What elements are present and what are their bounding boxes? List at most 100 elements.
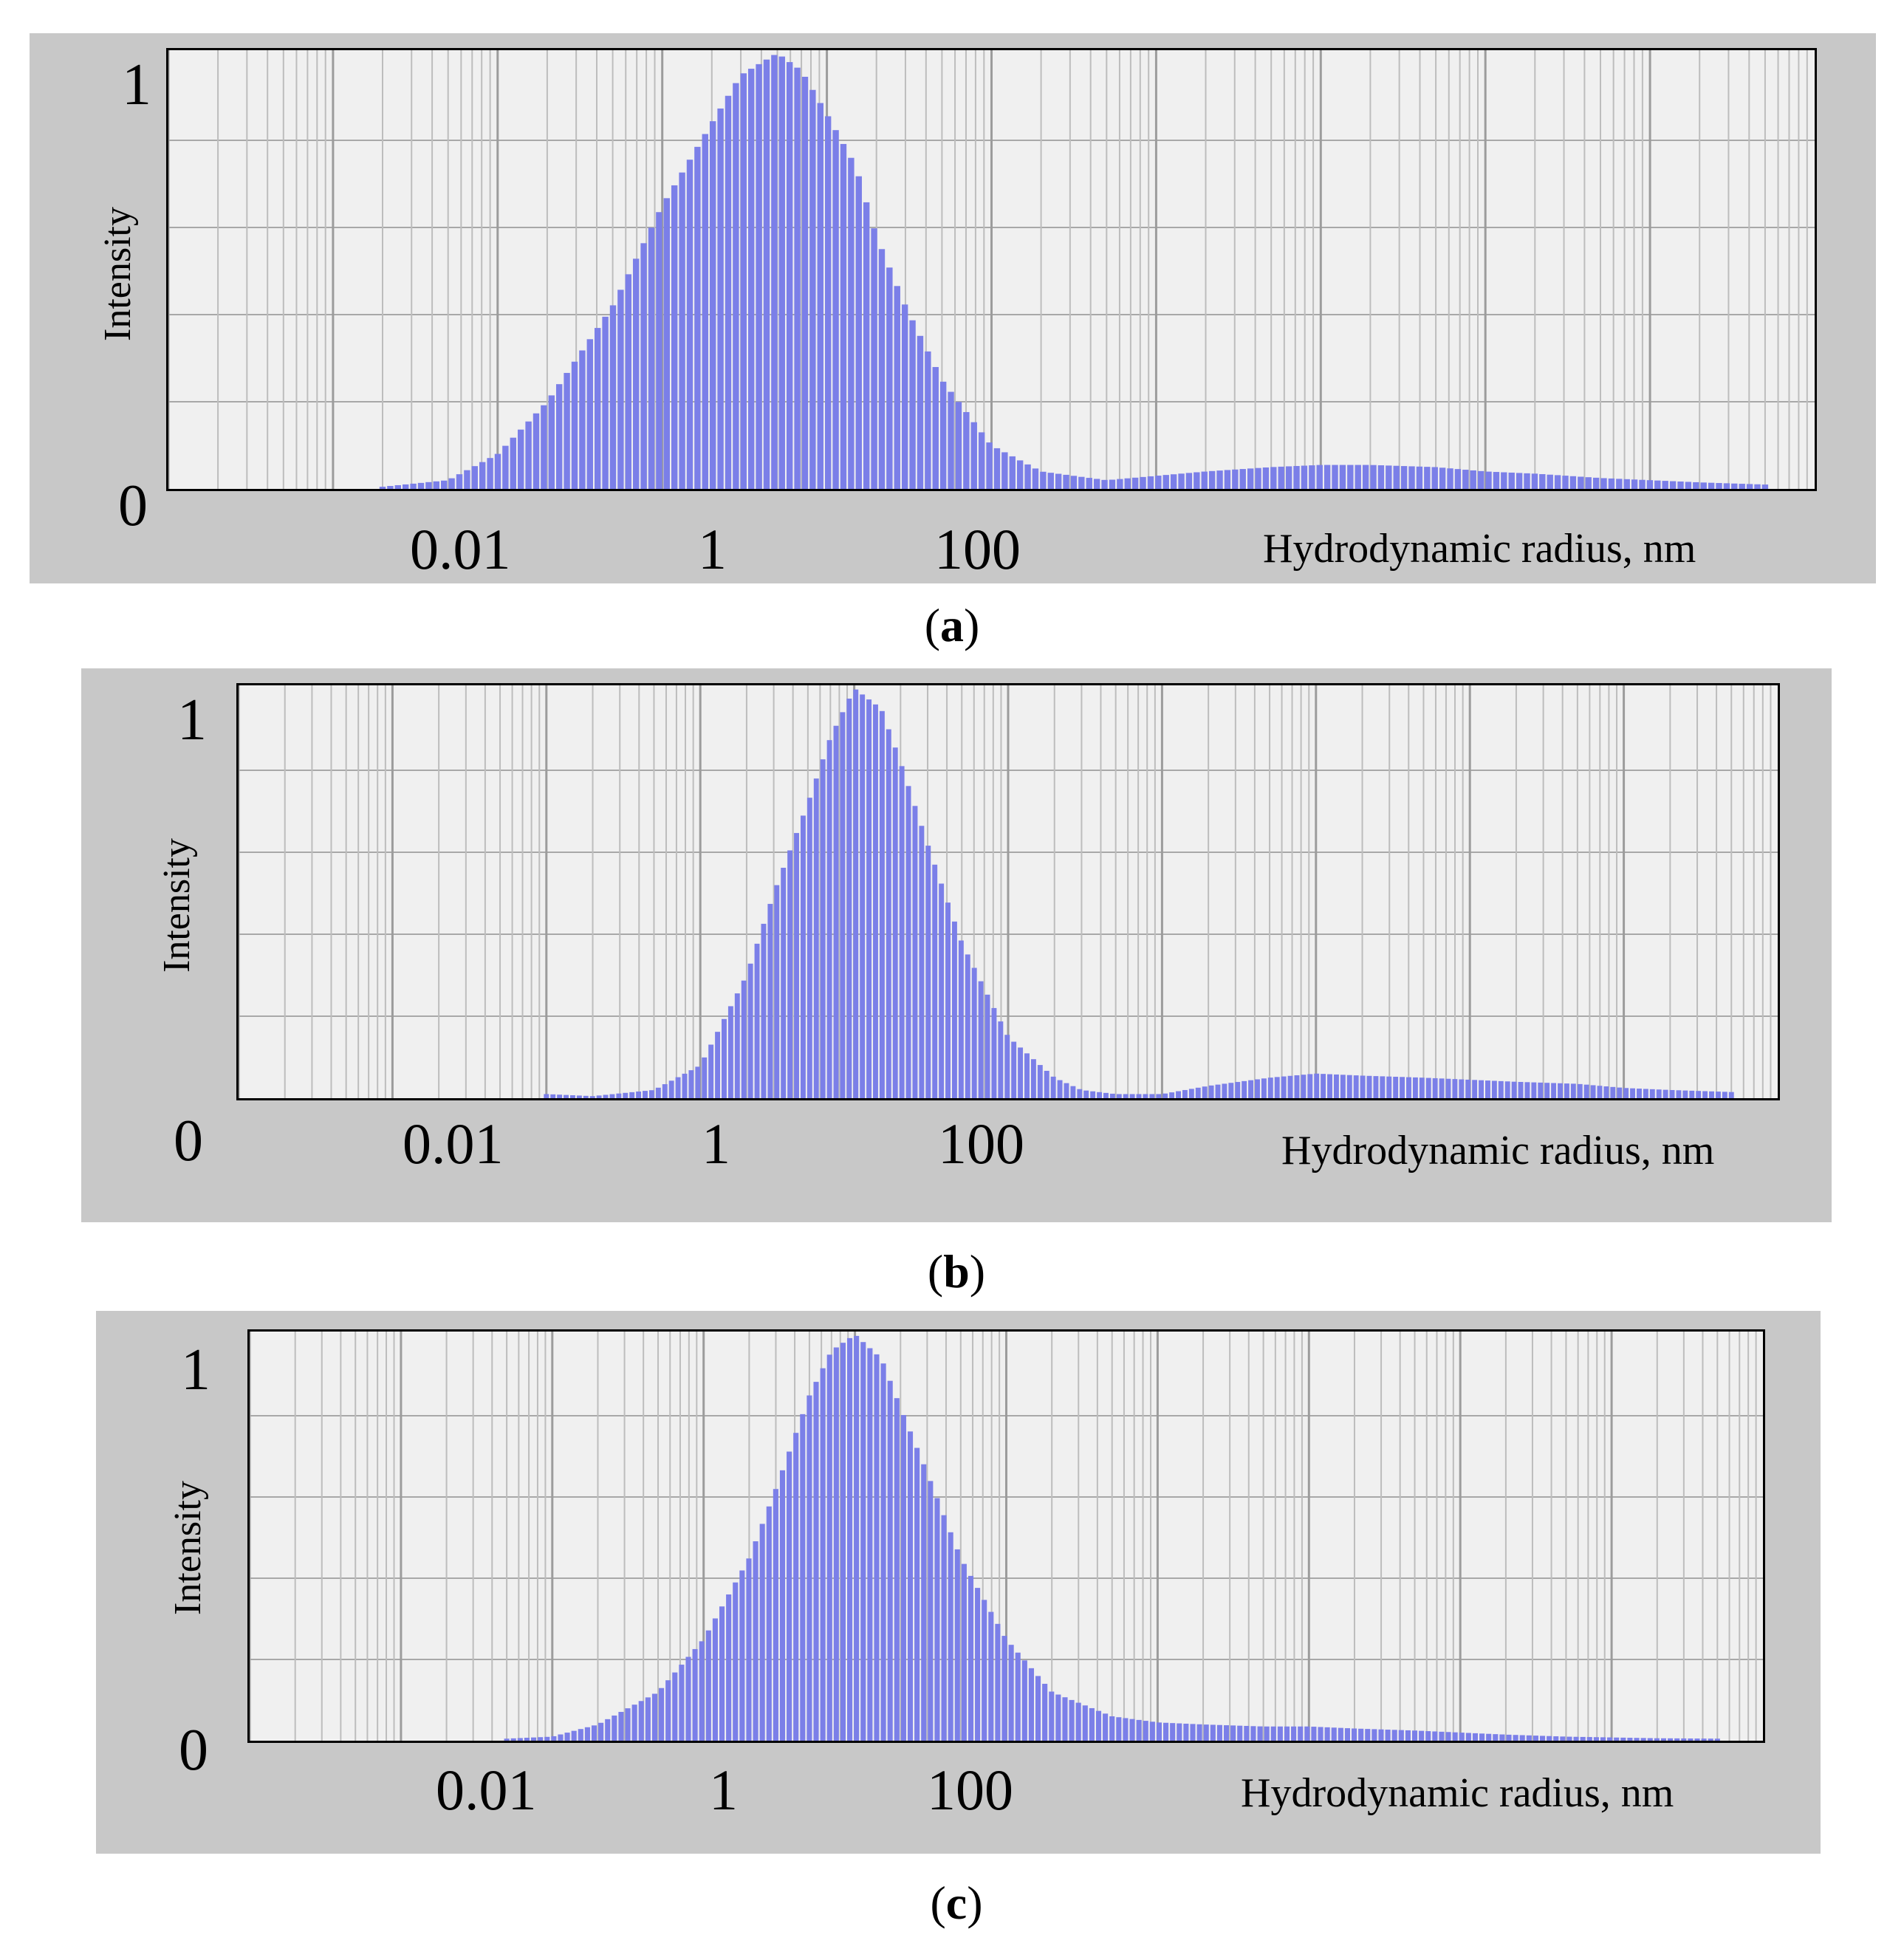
data-bar xyxy=(1347,465,1354,489)
data-bar xyxy=(1170,1723,1176,1741)
data-bar xyxy=(867,1348,873,1741)
data-bar xyxy=(1393,1076,1399,1098)
data-bar xyxy=(807,798,812,1098)
data-bar xyxy=(1585,477,1592,489)
data-bar xyxy=(854,1335,860,1741)
data-bar xyxy=(1016,460,1024,489)
data-bar xyxy=(1614,1737,1620,1741)
caption-c: (c) xyxy=(930,1877,983,1929)
data-bar xyxy=(699,1641,705,1741)
data-bar xyxy=(715,1032,721,1098)
x-axis-label: Hydrodynamic radius, nm xyxy=(1241,1770,1674,1816)
data-bar xyxy=(1662,481,1668,489)
data-bar xyxy=(1419,1730,1425,1741)
data-bar xyxy=(817,103,823,489)
data-bar xyxy=(1623,1088,1629,1098)
data-bar xyxy=(1170,474,1177,489)
data-bar xyxy=(914,1447,920,1741)
data-bar xyxy=(1156,1722,1162,1741)
data-bar xyxy=(655,1087,661,1098)
data-bar xyxy=(1318,1727,1323,1741)
data-bar xyxy=(1201,471,1208,489)
data-bar xyxy=(571,361,578,489)
data-bar xyxy=(1177,1723,1182,1741)
data-bar xyxy=(1702,1091,1708,1098)
chart-svg xyxy=(250,1332,1763,1741)
data-bar xyxy=(662,1084,668,1098)
data-bar xyxy=(631,1705,637,1741)
data-bar xyxy=(679,1665,685,1741)
data-bar xyxy=(1669,481,1677,489)
data-bar xyxy=(1024,464,1031,489)
data-bar xyxy=(1597,1086,1603,1098)
data-bar xyxy=(1015,1652,1021,1741)
data-bar xyxy=(1210,1724,1216,1741)
data-bar xyxy=(879,710,885,1098)
data-bar xyxy=(779,1470,786,1741)
data-bar xyxy=(1539,474,1546,489)
data-bar xyxy=(544,1094,549,1098)
data-bar xyxy=(925,351,931,489)
data-bar xyxy=(1247,468,1254,489)
data-bar xyxy=(402,484,409,489)
data-bar xyxy=(909,320,916,489)
y-tick-label: 0 xyxy=(118,473,148,538)
data-bar xyxy=(1149,1094,1155,1098)
data-bar xyxy=(753,1541,758,1741)
data-bar xyxy=(671,185,678,489)
data-bar xyxy=(598,1722,604,1741)
data-bar xyxy=(826,1354,832,1741)
data-bar xyxy=(1262,467,1270,489)
data-bar xyxy=(955,402,962,489)
data-bar xyxy=(1030,1059,1036,1098)
y-tick-label: 0 xyxy=(174,1109,203,1174)
data-bar xyxy=(532,413,540,489)
caption-a: (a) xyxy=(924,599,980,651)
data-bar xyxy=(1445,1732,1451,1741)
data-bar xyxy=(517,429,524,489)
data-bar xyxy=(1255,1079,1260,1098)
data-bar xyxy=(778,56,785,489)
data-bar xyxy=(1518,1082,1524,1098)
data-bar xyxy=(1524,1082,1530,1098)
data-bar xyxy=(1386,465,1392,489)
data-bar xyxy=(1472,1080,1478,1098)
data-bar xyxy=(1486,1733,1492,1741)
data-bar xyxy=(1566,1736,1572,1741)
data-bar xyxy=(1647,1738,1653,1741)
data-bar xyxy=(623,1092,629,1098)
data-bar xyxy=(824,116,832,489)
data-bar xyxy=(1694,1738,1700,1741)
data-bar xyxy=(1208,1085,1214,1098)
data-bar xyxy=(1070,1086,1076,1098)
data-bar xyxy=(417,482,425,489)
data-bar xyxy=(594,328,601,489)
data-bar xyxy=(1526,1735,1532,1741)
data-bar xyxy=(1411,1730,1418,1741)
data-bar xyxy=(1631,479,1638,489)
data-bar xyxy=(1432,1731,1438,1741)
data-bar xyxy=(1746,484,1753,489)
data-bar xyxy=(907,1431,914,1741)
x-tick-label: 1 xyxy=(709,1758,738,1822)
data-bar xyxy=(1235,1082,1241,1098)
data-bar xyxy=(1264,1726,1270,1741)
data-bar xyxy=(1314,1073,1320,1098)
data-bar xyxy=(1610,1086,1616,1098)
data-bar xyxy=(840,143,847,489)
data-bar xyxy=(774,885,780,1098)
data-bar xyxy=(1285,466,1292,489)
data-bar xyxy=(733,83,739,489)
data-bar xyxy=(1190,1724,1196,1741)
data-bar xyxy=(1324,1727,1330,1741)
data-bar xyxy=(1677,482,1684,489)
data-bar xyxy=(1654,480,1661,489)
data-bar xyxy=(1057,1080,1063,1098)
data-bar xyxy=(685,1657,691,1741)
data-bar xyxy=(1339,465,1346,489)
data-bar xyxy=(1643,1089,1648,1098)
data-bar xyxy=(1547,1736,1552,1741)
data-bar xyxy=(874,1354,880,1741)
data-bar xyxy=(1708,482,1715,489)
data-bar xyxy=(1323,465,1331,489)
